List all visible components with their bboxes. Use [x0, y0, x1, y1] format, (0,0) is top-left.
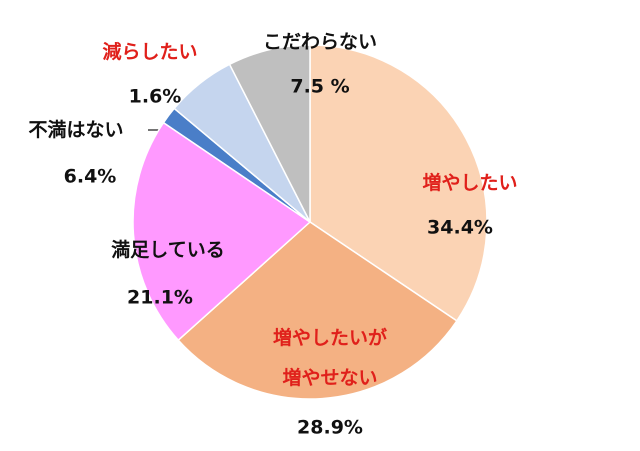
- value-label: 28.9%: [297, 417, 363, 439]
- value-label: 34.4%: [427, 217, 493, 239]
- pie-slice: [228, 44, 311, 223]
- pie-slice: [132, 121, 312, 342]
- category-label: 増やしたい: [422, 171, 517, 194]
- category-label: 減らしたい: [102, 40, 197, 63]
- pie-slice: [177, 221, 458, 400]
- value-label: 1.6%: [129, 86, 182, 108]
- value-label: 7.5 %: [290, 76, 349, 98]
- category-label: 増やしたいが増やせない: [273, 326, 387, 389]
- value-label: 6.4%: [64, 166, 117, 188]
- category-label: 満足している: [111, 239, 224, 261]
- category-label: 不満はない: [28, 119, 123, 141]
- pie-slice: [309, 44, 488, 322]
- value-label: 21.1%: [127, 287, 193, 309]
- category-label: こだわらない: [263, 31, 377, 53]
